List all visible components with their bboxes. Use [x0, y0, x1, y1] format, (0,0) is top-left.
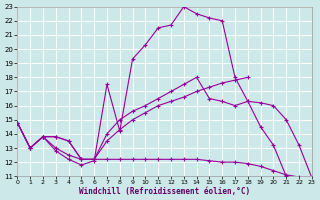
- X-axis label: Windchill (Refroidissement éolien,°C): Windchill (Refroidissement éolien,°C): [79, 187, 250, 196]
